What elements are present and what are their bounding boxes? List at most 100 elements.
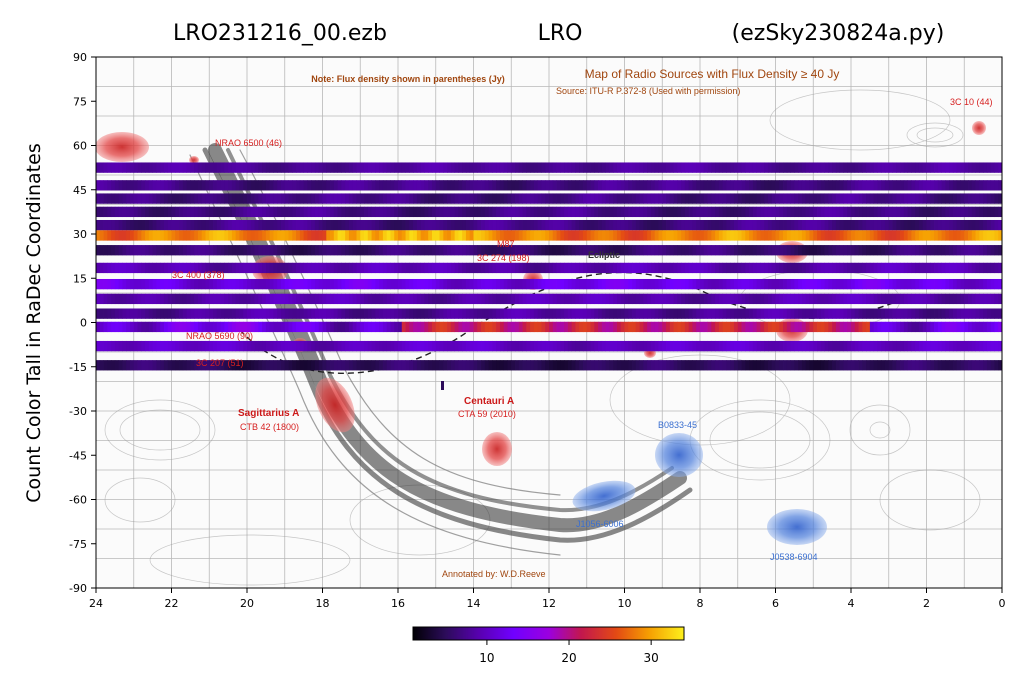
heatmap-cell	[862, 278, 867, 290]
heatmap-cell	[639, 321, 644, 333]
heatmap-cell	[684, 293, 690, 305]
heatmap-cell	[129, 193, 135, 204]
heatmap-cell	[280, 360, 286, 371]
heatmap-cell	[771, 206, 776, 218]
heatmap-cell	[937, 206, 942, 218]
heatmap-cell	[364, 219, 369, 231]
heatmap-cell	[571, 360, 576, 371]
y-tick-label: -30	[69, 405, 87, 418]
heatmap-cell	[586, 219, 591, 231]
heatmap-cell	[711, 278, 716, 290]
heatmap-cell	[869, 219, 875, 231]
heatmap-cell	[428, 340, 433, 352]
heatmap-cell	[280, 180, 286, 191]
heatmap-cell	[666, 360, 671, 371]
heatmap-cell	[783, 180, 788, 191]
heatmap-cell	[160, 293, 165, 305]
heatmap-cell	[968, 308, 973, 319]
heatmap-cell	[696, 360, 701, 371]
heatmap-cell	[167, 293, 172, 305]
heatmap-cell	[322, 219, 327, 231]
heatmap-cell	[141, 340, 146, 352]
heatmap-cell	[311, 278, 316, 290]
heatmap-cell	[877, 230, 882, 241]
heatmap-cell	[635, 245, 640, 256]
heatmap-cell	[726, 278, 731, 290]
heatmap-cell	[541, 340, 546, 352]
heatmap-cell	[428, 262, 433, 274]
heatmap-cell	[360, 219, 365, 231]
heatmap-cell	[348, 193, 354, 204]
heatmap-cell	[477, 162, 482, 173]
heatmap-cell	[801, 293, 807, 305]
heatmap-cell	[730, 230, 735, 241]
heatmap-cell	[968, 162, 973, 173]
heatmap-cell	[764, 193, 769, 204]
heatmap-cell	[877, 308, 882, 319]
heatmap-cell	[239, 321, 244, 333]
heatmap-cell	[960, 245, 965, 256]
heatmap-cell	[148, 180, 154, 191]
heatmap-cell	[390, 278, 395, 290]
heatmap-cell	[847, 162, 852, 173]
heatmap-cell	[103, 340, 108, 352]
heatmap-cell	[379, 162, 384, 173]
heatmap-cell	[545, 278, 550, 290]
heatmap-cell	[364, 340, 369, 352]
heatmap-cell	[507, 180, 512, 191]
heatmap-cell	[114, 293, 120, 305]
heatmap-cell	[847, 245, 852, 256]
heatmap-cell	[398, 340, 403, 352]
heatmap-cell	[111, 278, 116, 290]
heatmap-cell	[152, 230, 157, 241]
heatmap-cell	[930, 219, 935, 231]
heatmap-cell	[375, 340, 380, 352]
heatmap-cell	[643, 219, 648, 231]
heatmap-cell	[175, 206, 180, 218]
heatmap-cell	[851, 245, 856, 256]
heatmap-cell	[783, 278, 788, 290]
heatmap-cell	[673, 245, 678, 256]
heatmap-cell	[975, 340, 980, 352]
heatmap-cell	[326, 308, 331, 319]
heatmap-cell	[579, 293, 584, 305]
heatmap-cell	[733, 278, 739, 290]
heatmap-cell	[843, 206, 848, 218]
heatmap-cell	[760, 308, 765, 319]
heatmap-cell	[277, 293, 282, 305]
heatmap-cell	[858, 278, 863, 290]
heatmap-cell	[828, 180, 833, 191]
heatmap-cell	[481, 219, 486, 231]
heatmap-cell	[447, 193, 452, 204]
heatmap-cell	[103, 360, 108, 371]
heatmap-cell	[601, 262, 607, 274]
heatmap-cell	[745, 262, 750, 274]
heatmap-cell	[756, 230, 761, 241]
heatmap-cell	[209, 340, 214, 352]
heatmap-cell	[424, 230, 429, 241]
heatmap-cell	[484, 230, 489, 241]
heatmap-cell	[700, 278, 705, 290]
heatmap-cell	[575, 206, 580, 218]
heatmap-cell	[805, 340, 810, 352]
heatmap-cell	[541, 162, 546, 173]
heatmap-cell	[269, 230, 274, 241]
heatmap-cell	[571, 278, 576, 290]
heatmap-cell	[643, 293, 648, 305]
heatmap-cell	[771, 245, 776, 256]
heatmap-cell	[182, 360, 187, 371]
heatmap-cell	[590, 193, 595, 204]
heatmap-cell	[733, 180, 739, 191]
heatmap-cell	[760, 278, 765, 290]
heatmap-cell	[994, 193, 999, 204]
heatmap-cell	[360, 293, 365, 305]
heatmap-cell	[903, 360, 909, 371]
heatmap-cell	[564, 293, 569, 305]
heatmap-cell	[220, 293, 225, 305]
heatmap-cell	[424, 321, 429, 333]
heatmap-cell	[231, 206, 237, 218]
heatmap-cell	[477, 230, 482, 241]
heatmap-cell	[194, 262, 199, 274]
heatmap-cell	[907, 206, 912, 218]
